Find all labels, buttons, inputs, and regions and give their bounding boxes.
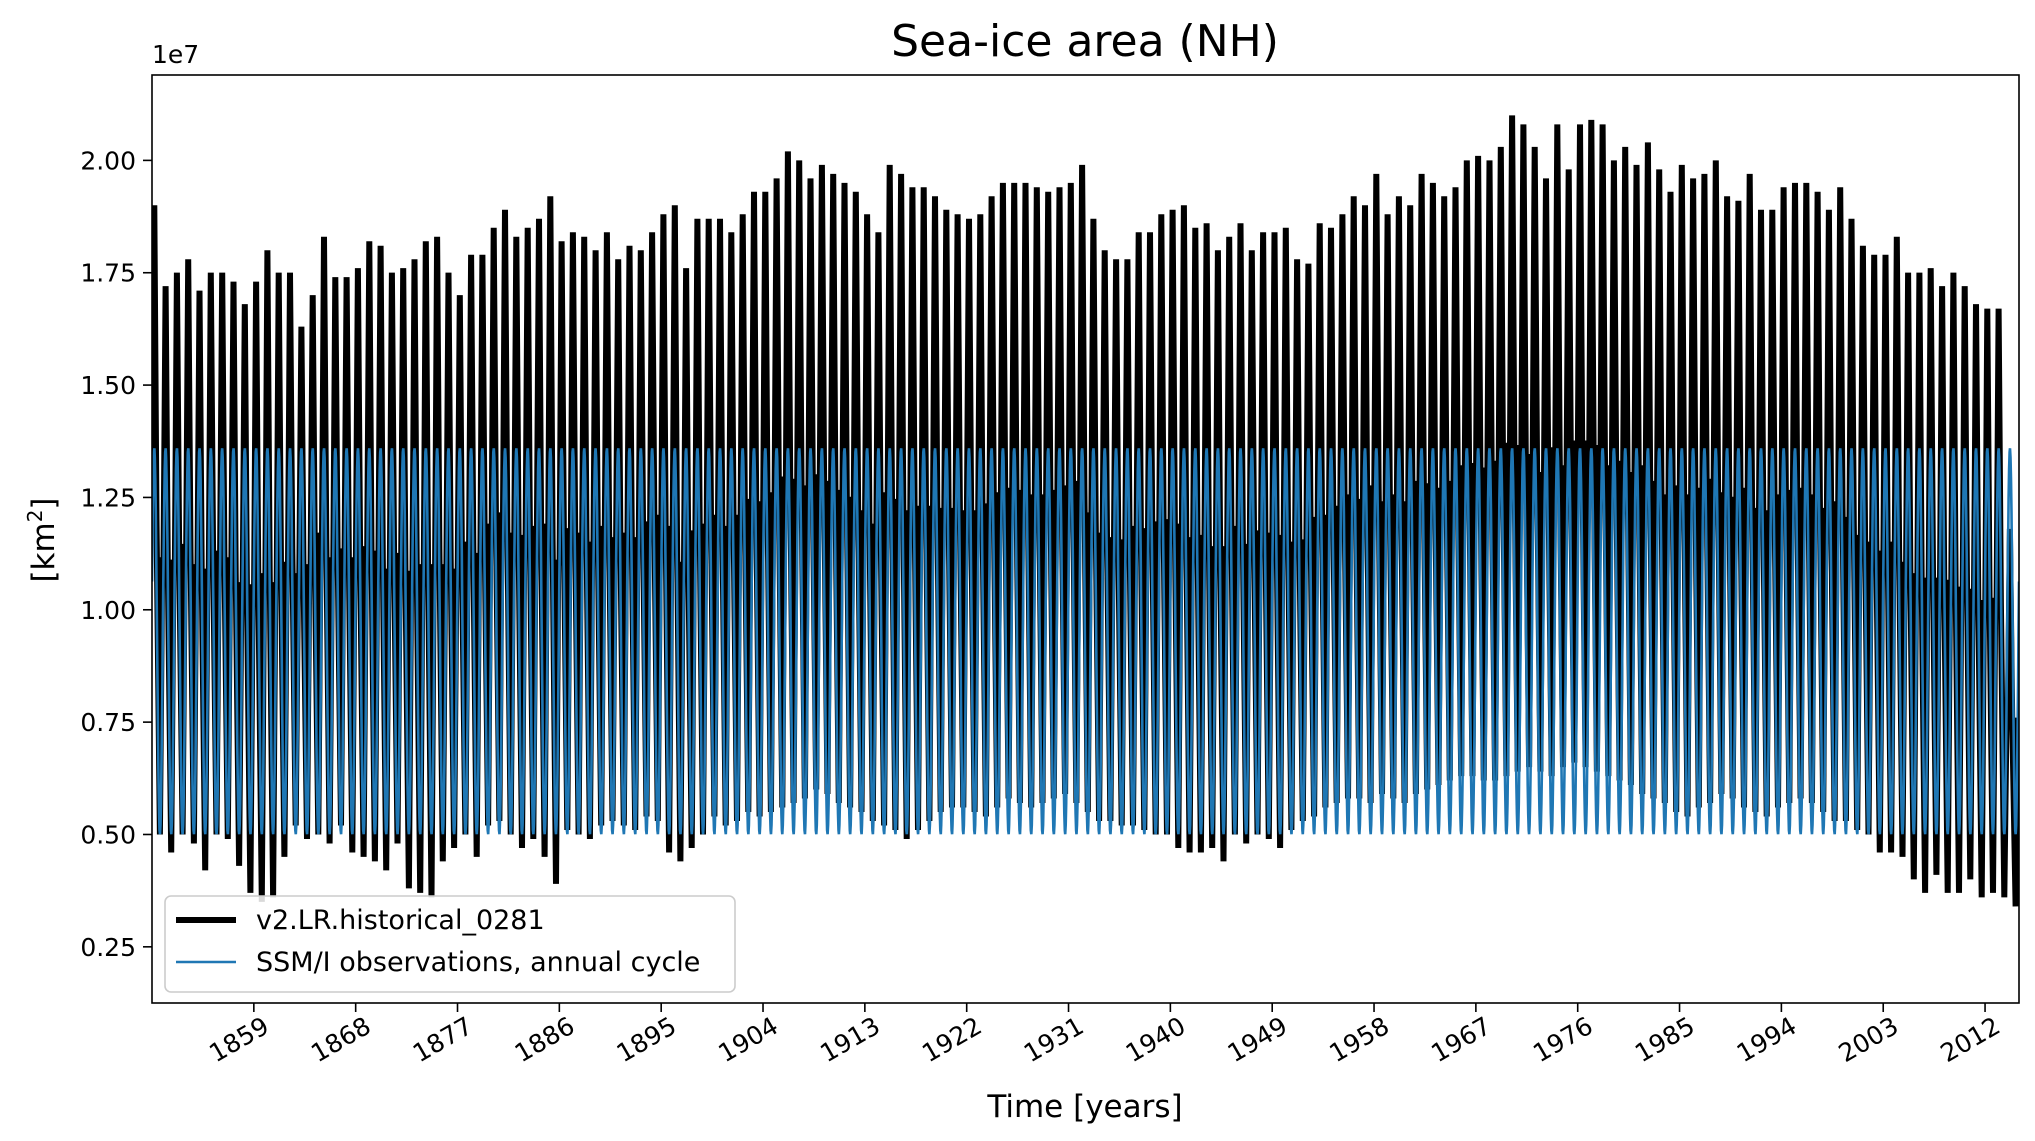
observations-series-line <box>152 448 2019 835</box>
y-tick-label: 2.00 <box>80 146 136 175</box>
y-tick-label: 1.50 <box>80 371 136 400</box>
legend-box <box>164 895 736 993</box>
y-axis-label: [km2] <box>23 497 62 582</box>
y-tick-label: 0.50 <box>80 820 136 849</box>
y-tick-label: 0.25 <box>80 933 136 962</box>
plot-frame <box>151 74 2020 1004</box>
y-axis-label-base: [km <box>26 522 62 582</box>
y-tick-label: 1.75 <box>80 259 136 288</box>
x-axis-label: Time [years] <box>986 1089 1182 1125</box>
y-offset-text: 1e7 <box>152 40 199 69</box>
legend: v2.LR.historical_0281 SSM/I observations… <box>164 895 736 993</box>
y-axis-label-superscript: 2 <box>23 510 47 523</box>
legend-label-observations: SSM/I observations, annual cycle <box>256 947 700 978</box>
legend-label-model: v2.LR.historical_0281 <box>256 905 545 936</box>
chart-title: Sea-ice area (NH) <box>891 16 1279 67</box>
y-axis-label-end: ] <box>26 497 62 509</box>
y-tick-label: 0.75 <box>80 708 136 737</box>
plot-area <box>152 115 2019 907</box>
y-tick-label: 1.00 <box>80 596 136 625</box>
y-tick-label: 1.25 <box>80 483 136 512</box>
y-axis: 0.25 0.50 0.75 1.00 1.25 1.50 1.75 2.00 <box>80 146 152 962</box>
